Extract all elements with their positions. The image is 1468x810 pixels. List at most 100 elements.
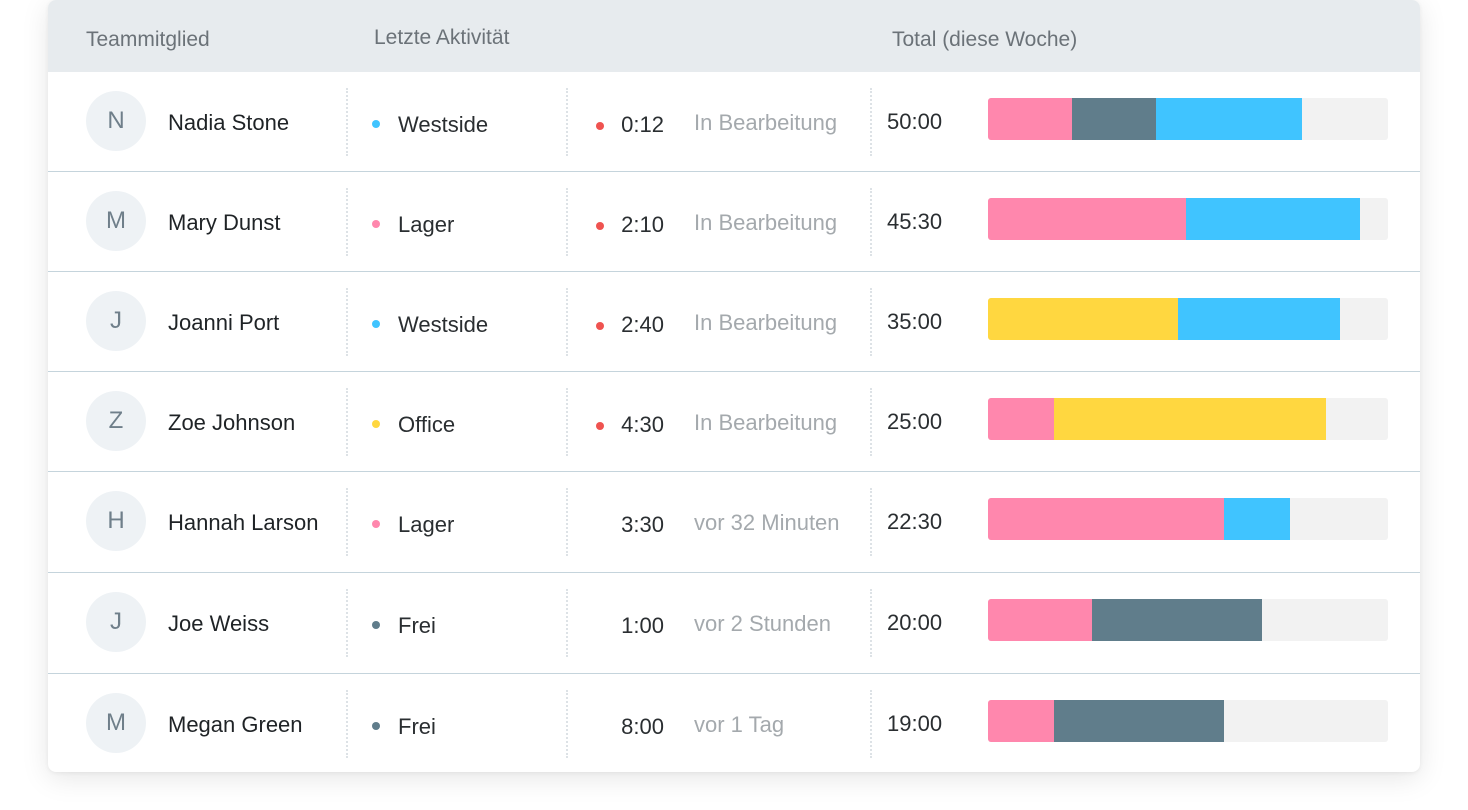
table-row[interactable]: H Hannah Larson Lager 3:30 vor 32 Minute… (48, 472, 1420, 573)
location-dot-icon (372, 420, 380, 428)
location-dot-icon (372, 520, 380, 528)
bar-segment-westside (1186, 198, 1360, 240)
divider (566, 388, 568, 456)
member-name[interactable]: Mary Dunst (168, 210, 281, 235)
divider (346, 388, 348, 456)
bar-segment-lager (988, 198, 1186, 240)
activity-duration: 2:10 (621, 212, 664, 237)
weekly-total: 19:00 (887, 711, 943, 736)
table-row[interactable]: N Nadia Stone Westside 0:12 In Bearbeitu… (48, 72, 1420, 172)
table-row[interactable]: J Joanni Port Westside 2:40 In Bearbeitu… (48, 272, 1420, 372)
weekly-total: 35:00 (887, 309, 943, 334)
weekly-bar[interactable] (988, 198, 1388, 240)
bar-segment-lager (988, 599, 1092, 641)
divider (566, 188, 568, 256)
member-name[interactable]: Joe Weiss (168, 611, 270, 636)
location-label: Westside (398, 112, 489, 137)
activity-status: vor 1 Tag (694, 712, 785, 737)
member-name[interactable]: Hannah Larson (168, 510, 319, 535)
active-dot-icon (596, 122, 604, 130)
activity-status: In Bearbeitung (694, 110, 838, 135)
bar-segment-lager (988, 498, 1224, 540)
bar-segment-lager (988, 398, 1054, 440)
activity-status: In Bearbeitung (694, 210, 838, 235)
weekly-bar[interactable] (988, 398, 1388, 440)
divider (346, 488, 348, 556)
bar-segment-westside (1178, 298, 1340, 340)
divider (346, 690, 348, 758)
location-label: Frei (398, 613, 436, 638)
divider (566, 690, 568, 758)
weekly-bar[interactable] (988, 98, 1388, 140)
member-name[interactable]: Zoe Johnson (168, 410, 296, 435)
location-dot-icon (372, 220, 380, 228)
weekly-total: 25:00 (887, 409, 943, 434)
table-row[interactable]: M Megan Green Frei 8:00 vor 1 Tag 19:00 (48, 674, 1420, 772)
avatar[interactable]: H (86, 491, 146, 551)
active-dot-icon (596, 422, 604, 430)
weekly-total: 20:00 (887, 610, 943, 635)
table-row[interactable]: Z Zoe Johnson Office 4:30 In Bearbeitung… (48, 372, 1420, 472)
weekly-total: 50:00 (887, 109, 943, 134)
bar-segment-westside (1224, 498, 1290, 540)
weekly-total: 45:30 (887, 209, 943, 234)
activity-status: In Bearbeitung (694, 410, 838, 435)
divider (566, 488, 568, 556)
bar-segment-lager (988, 98, 1072, 140)
activity-status: In Bearbeitung (694, 310, 838, 335)
location-dot-icon (372, 722, 380, 730)
bar-segment-frei (1092, 599, 1262, 641)
divider (870, 488, 872, 556)
divider (346, 589, 348, 657)
member-name[interactable]: Megan Green (168, 712, 303, 737)
location-label: Lager (398, 512, 455, 537)
divider (346, 88, 348, 156)
divider (346, 288, 348, 356)
active-dot-icon (596, 322, 604, 330)
bar-segment-office (988, 298, 1178, 340)
header-activity[interactable]: Letzte Aktivität (374, 26, 510, 49)
avatar[interactable]: J (86, 592, 146, 652)
bar-segment-lager (988, 700, 1054, 742)
activity-duration: 8:00 (621, 714, 664, 739)
divider (566, 288, 568, 356)
table-row[interactable]: J Joe Weiss Frei 1:00 vor 2 Stunden 20:0… (48, 573, 1420, 674)
table-row[interactable]: M Mary Dunst Lager 2:10 In Bearbeitung 4… (48, 172, 1420, 272)
activity-duration: 2:40 (621, 312, 664, 337)
weekly-bar[interactable] (988, 298, 1388, 340)
avatar[interactable]: N (86, 91, 146, 151)
avatar[interactable]: J (86, 291, 146, 351)
member-name[interactable]: Joanni Port (168, 310, 280, 335)
divider (870, 188, 872, 256)
activity-duration: 4:30 (621, 412, 664, 437)
activity-duration: 3:30 (621, 512, 664, 537)
location-label: Westside (398, 312, 489, 337)
avatar[interactable]: M (86, 191, 146, 251)
location-dot-icon (372, 120, 380, 128)
active-dot-icon (596, 222, 604, 230)
bar-segment-westside (1156, 98, 1302, 140)
divider (566, 589, 568, 657)
avatar[interactable]: M (86, 693, 146, 753)
location-label: Office (398, 412, 456, 437)
location-dot-icon (372, 320, 380, 328)
divider (566, 88, 568, 156)
divider (870, 690, 872, 758)
weekly-bar[interactable] (988, 498, 1388, 540)
header-total[interactable]: Total (diese Woche) (892, 28, 1078, 51)
divider (870, 589, 872, 657)
location-label: Lager (398, 212, 455, 237)
divider (870, 88, 872, 156)
header-member[interactable]: Teammitglied (86, 28, 210, 51)
activity-status: vor 2 Stunden (694, 611, 831, 636)
table-header: Teammitglied Letzte Aktivität Total (die… (48, 0, 1420, 72)
bar-segment-frei (1054, 700, 1224, 742)
member-name[interactable]: Nadia Stone (168, 110, 290, 135)
avatar[interactable]: Z (86, 391, 146, 451)
weekly-bar[interactable] (988, 700, 1388, 742)
weekly-bar[interactable] (988, 599, 1388, 641)
location-label: Frei (398, 714, 436, 739)
team-activity-card: Teammitglied Letzte Aktivität Total (die… (48, 0, 1420, 772)
location-dot-icon (372, 621, 380, 629)
divider (870, 288, 872, 356)
